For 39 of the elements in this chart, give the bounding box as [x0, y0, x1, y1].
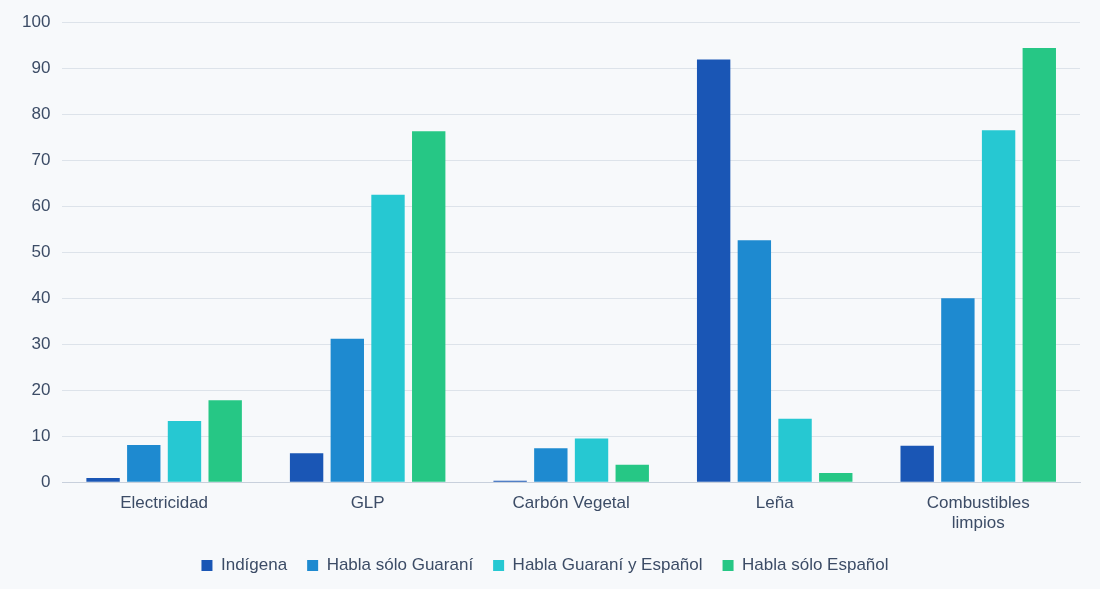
- x-tick-label: Electricidad: [120, 493, 209, 513]
- bar: [534, 448, 568, 482]
- bar: [574, 438, 609, 482]
- y-tick-label: 60: [31, 195, 51, 215]
- y-tick-label: 70: [31, 149, 51, 169]
- legend-label: Indígena: [220, 555, 288, 575]
- x-tick-label: Leña: [755, 493, 795, 513]
- y-tick-label: 40: [31, 287, 51, 307]
- y-tick-label: 30: [31, 333, 51, 353]
- x-tick-label: GLP: [350, 493, 385, 513]
- bar: [412, 131, 446, 482]
- bar: [86, 478, 120, 482]
- bar: [1022, 47, 1056, 482]
- legend-label: Habla Guaraní y Español: [512, 555, 703, 575]
- bar: [167, 421, 202, 482]
- bar: [371, 194, 405, 482]
- y-tick-label: 0: [40, 471, 51, 491]
- bar: [289, 453, 324, 482]
- bar: [696, 59, 731, 482]
- y-tick-label: 10: [31, 425, 51, 445]
- x-tick-label: Combustibles limpios: [926, 493, 1030, 533]
- y-tick-label: 50: [31, 241, 51, 261]
- bar: [208, 400, 242, 482]
- bar: [819, 473, 853, 482]
- bar: [737, 240, 772, 482]
- bar: [900, 445, 934, 482]
- y-tick-label: 20: [31, 379, 51, 399]
- bar: [127, 444, 161, 482]
- y-tick-label: 80: [31, 103, 51, 123]
- bar: [330, 338, 364, 482]
- bar: [615, 464, 649, 482]
- y-tick-label: 90: [31, 57, 51, 77]
- bar: [941, 298, 975, 482]
- bar: [778, 418, 812, 482]
- y-tick-label: 100: [21, 11, 51, 31]
- x-tick-label: Carbón Vegetal: [512, 493, 630, 513]
- legend-label: Habla sólo Español: [742, 555, 889, 575]
- legend-label: Habla sólo Guaraní: [326, 555, 474, 575]
- bar: [981, 130, 1016, 482]
